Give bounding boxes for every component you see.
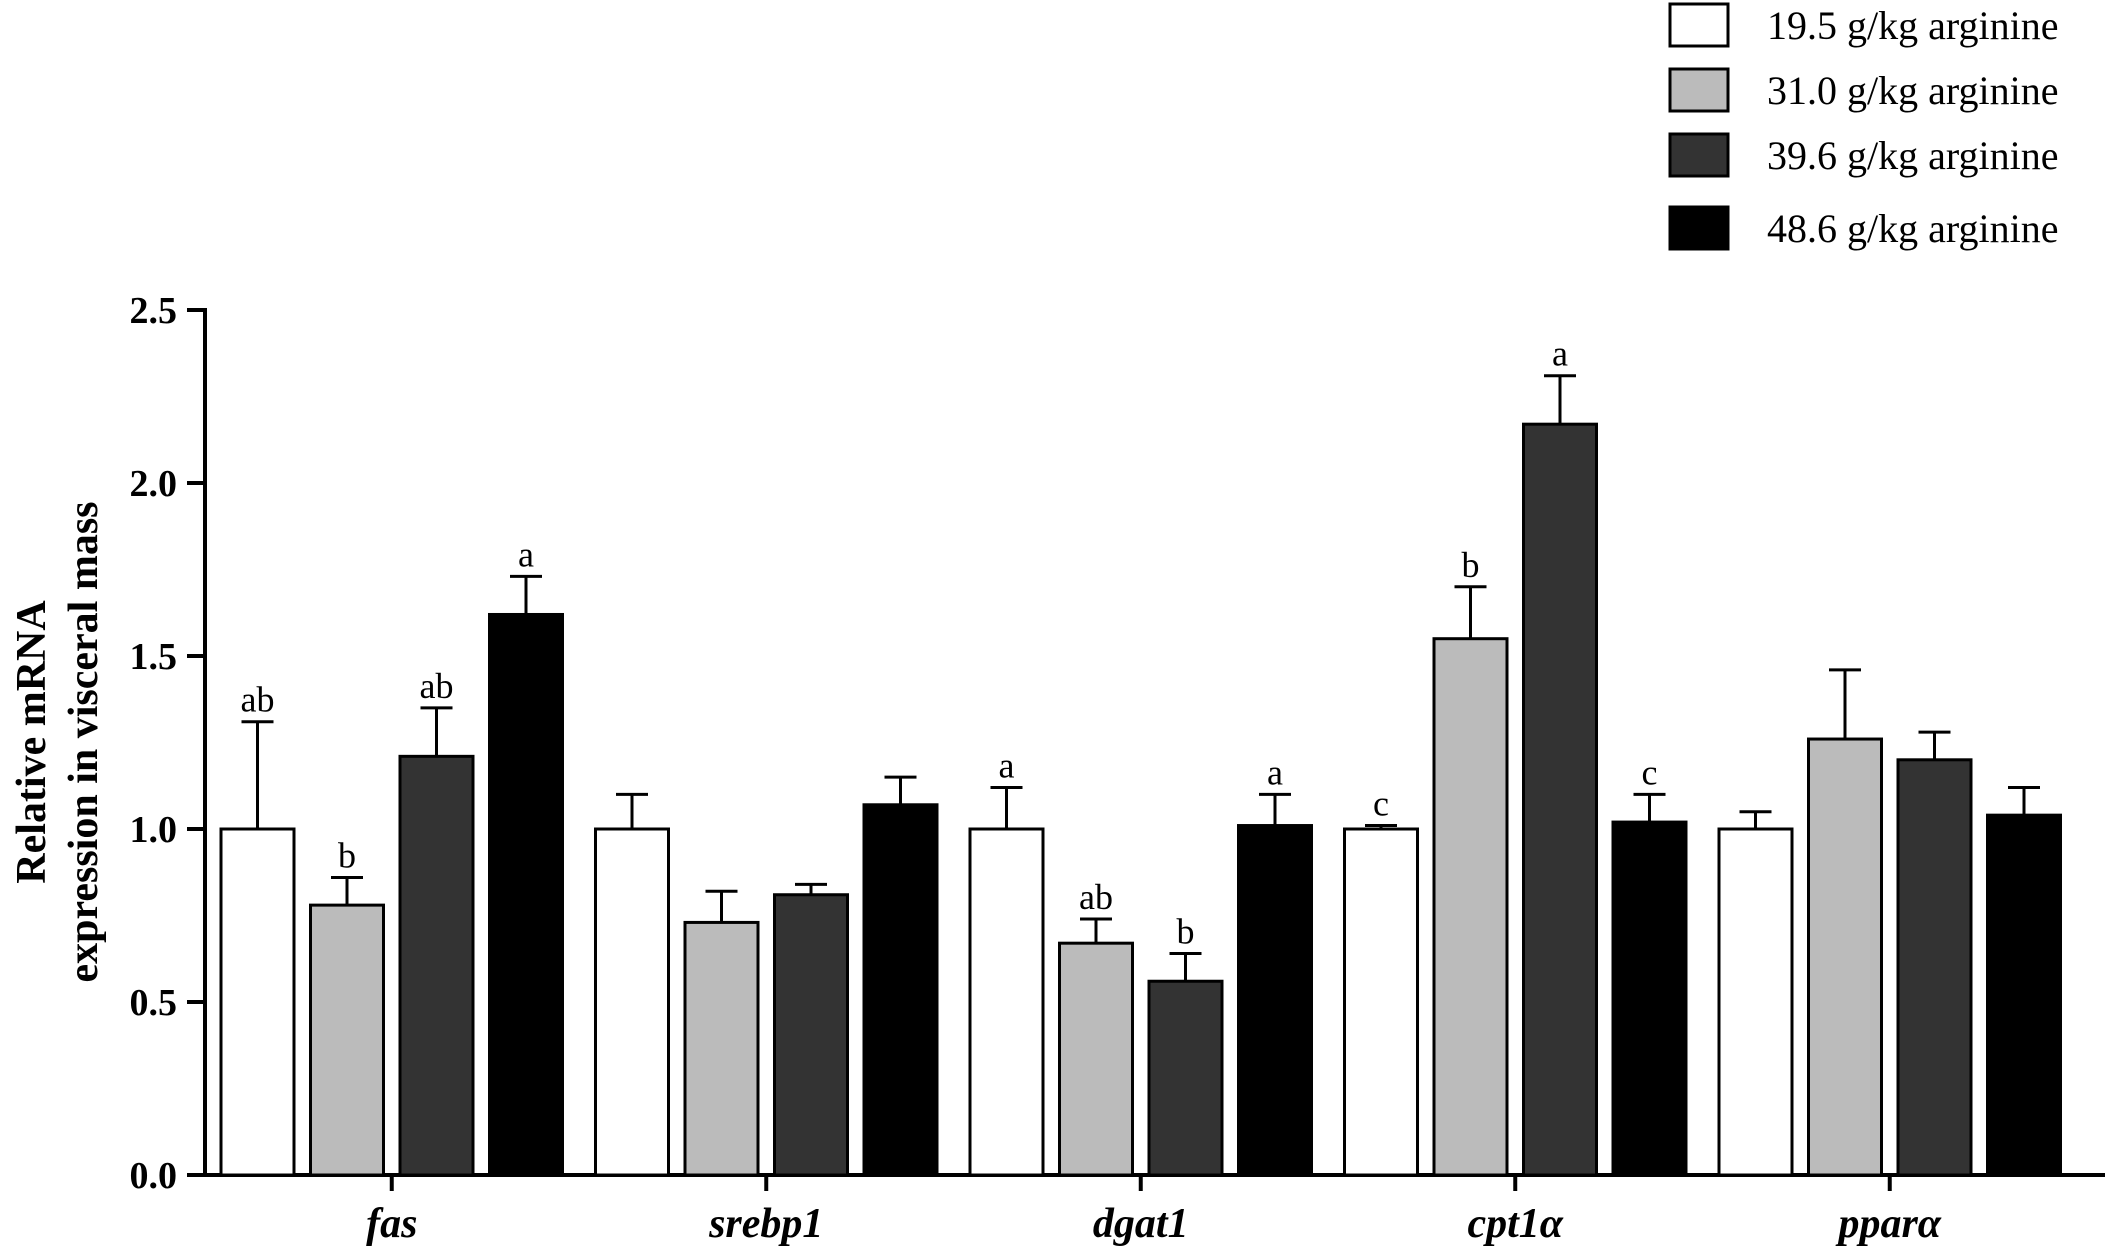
legend-label: 48.6 g/kg arginine: [1767, 206, 2058, 251]
legend-swatch: [1668, 67, 1730, 113]
x-tick-label: cpt1α: [1467, 1201, 1563, 1247]
bar: [683, 920, 760, 1177]
significance-label: ab: [420, 666, 454, 706]
bar: [1147, 979, 1224, 1177]
legend-swatch: [1668, 205, 1730, 251]
bar: [1986, 813, 2062, 1177]
y-tick-label: 2.5: [130, 290, 178, 332]
significance-label: ab: [241, 680, 275, 720]
y-tick-label: 0.5: [130, 982, 178, 1024]
bar: [398, 754, 475, 1177]
significance-label: c: [1642, 752, 1658, 792]
bar: [488, 612, 564, 1177]
bar: [1896, 758, 1973, 1177]
significance-label: ab: [1079, 877, 1113, 917]
x-tick-label: dgat1: [1093, 1201, 1189, 1247]
legend-swatch: [1668, 132, 1730, 178]
bar: [1611, 820, 1688, 1177]
y-axis-title-line: expression in visceral mass: [61, 501, 107, 982]
significance-labels: ab a c b ab b ab b a a a c: [241, 334, 1658, 952]
x-tick-label: fas: [366, 1201, 417, 1247]
y-tick-label: 1.0: [130, 809, 178, 851]
bar: [862, 803, 939, 1177]
bar: [968, 827, 1045, 1177]
error-bars: [241, 374, 2040, 982]
legend-label: 19.5 g/kg arginine: [1767, 3, 2058, 48]
bars: [219, 422, 2062, 1177]
legend: 19.5 g/kg arginine 31.0 g/kg arginine 39.6…: [1668, 2, 2058, 251]
bar: [1058, 941, 1134, 1177]
significance-label: a: [1552, 334, 1568, 374]
bar: [1343, 827, 1419, 1177]
bar: [1237, 824, 1313, 1177]
bar: [309, 903, 385, 1177]
legend-label: 39.6 g/kg arginine: [1767, 133, 2058, 178]
significance-label: a: [999, 745, 1015, 785]
x-axis-ticks: fas srebp1 dgat1 cpt1α pparα: [366, 1175, 1942, 1247]
y-axis-title: Relative mRNA expression in visceral mass: [9, 501, 107, 982]
y-tick-label: 0.0: [130, 1155, 178, 1197]
significance-label: b: [1177, 912, 1195, 952]
bar: [594, 827, 670, 1177]
bar: [1522, 422, 1598, 1177]
significance-label: b: [1462, 545, 1480, 585]
significance-label: b: [338, 835, 356, 875]
bar: [219, 827, 296, 1177]
y-axis-ticks: 0.0 0.5 1.0 1.5 2.0 2.5: [130, 290, 205, 1197]
y-tick-label: 1.5: [130, 636, 178, 678]
bar: [1807, 737, 1883, 1177]
bar: [1432, 637, 1509, 1177]
bar: [773, 893, 849, 1177]
legend-label: 31.0 g/kg arginine: [1767, 68, 2058, 113]
x-tick-label: pparα: [1835, 1201, 1941, 1247]
significance-label: c: [1373, 784, 1389, 824]
bar: [1717, 827, 1794, 1177]
y-axis-title-line: Relative mRNA: [9, 600, 55, 884]
y-tick-label: 2.0: [130, 463, 178, 505]
significance-label: a: [1267, 752, 1283, 792]
x-tick-label: srebp1: [708, 1201, 823, 1247]
legend-swatch: [1668, 2, 1730, 48]
significance-label: a: [518, 534, 534, 574]
